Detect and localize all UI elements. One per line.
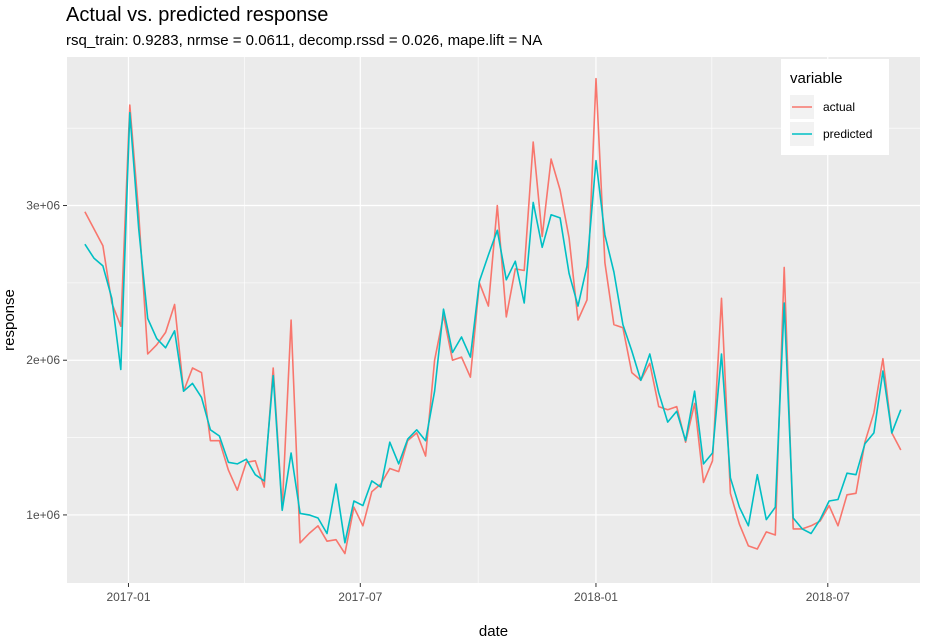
x-tick-label: 2017-01 xyxy=(106,590,150,604)
legend: variable actual predicted xyxy=(781,59,889,155)
x-axis: 2017-01 2017-07 2018-01 2018-07 xyxy=(106,583,850,604)
plot-panel xyxy=(67,57,920,583)
legend-title: variable xyxy=(790,70,843,87)
y-tick-label: 3e+06 xyxy=(26,199,60,213)
x-tick-label: 2018-07 xyxy=(806,590,850,604)
x-tick-label: 2018-01 xyxy=(574,590,618,604)
y-axis: 1e+06 2e+06 3e+06 xyxy=(26,199,67,522)
series-line-predicted xyxy=(84,111,902,544)
y-axis-title: response xyxy=(1,289,18,351)
chart-subtitle: rsq_train: 0.9283, nrmse = 0.0611, decom… xyxy=(66,32,543,49)
chart-title: Actual vs. predicted response xyxy=(66,4,329,26)
y-tick-label: 2e+06 xyxy=(26,353,60,367)
legend-label-actual: actual xyxy=(823,100,855,114)
series-line-actual xyxy=(84,77,902,555)
legend-label-predicted: predicted xyxy=(823,127,872,141)
series-group xyxy=(84,77,902,555)
x-axis-title: date xyxy=(479,623,508,640)
x-tick-label: 2017-07 xyxy=(338,590,382,604)
y-tick-label: 1e+06 xyxy=(26,508,60,522)
